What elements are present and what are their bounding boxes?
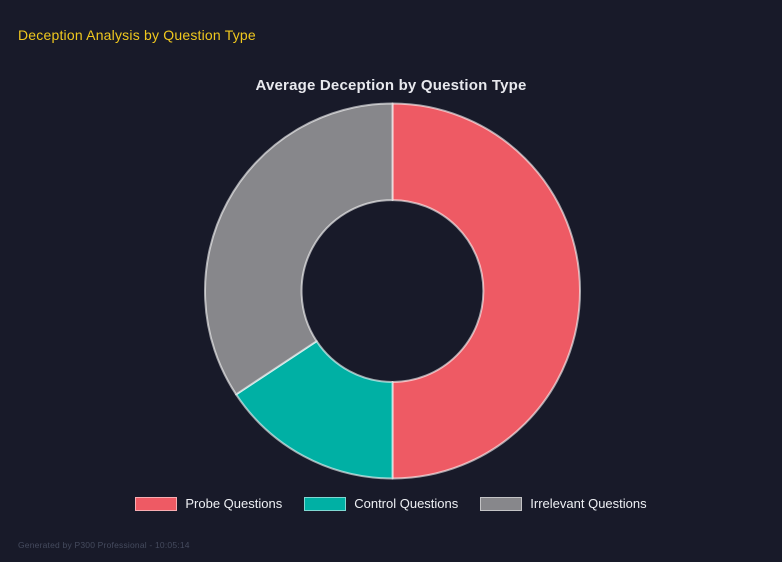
donut-segment-control-questions[interactable] (235, 340, 394, 480)
legend-swatch (304, 496, 347, 511)
footer-note: Generated by P300 Professional - 10:05:1… (18, 540, 190, 550)
legend-swatch (480, 496, 523, 511)
page-title: Deception Analysis by Question Type (18, 27, 256, 43)
legend-item-control-questions[interactable]: Control Questions (304, 496, 458, 511)
legend-label: Probe Questions (185, 496, 283, 511)
legend-item-irrelevant-questions[interactable]: Irrelevant Questions (480, 496, 647, 511)
chart-title: Average Deception by Question Type (255, 77, 527, 94)
chart-legend: Probe Questions Control Questions Irreleva… (0, 496, 782, 511)
legend-item-probe-questions[interactable]: Probe Questions (135, 496, 282, 511)
legend-label: Irrelevant Questions (530, 496, 647, 511)
legend-label: Control Questions (354, 496, 459, 511)
legend-swatch (135, 496, 178, 511)
donut-segment-probe-questions[interactable] (391, 102, 581, 480)
donut-segment-irrelevant-questions[interactable] (204, 102, 394, 396)
